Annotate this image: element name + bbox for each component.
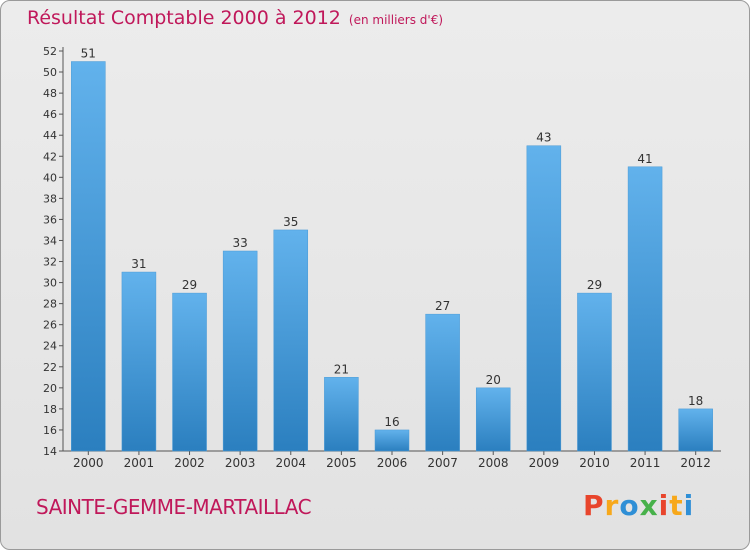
logo-letter: t xyxy=(669,489,684,522)
y-tick-label: 34 xyxy=(43,234,57,247)
bar xyxy=(627,166,663,452)
bar xyxy=(577,292,612,452)
y-tick-label: 16 xyxy=(43,424,57,437)
y-tick-label: 22 xyxy=(43,361,57,374)
x-tick-label: 2006 xyxy=(377,456,408,470)
y-tick-label: 40 xyxy=(43,171,57,184)
data-label: 27 xyxy=(435,299,450,313)
y-tick-label: 50 xyxy=(43,66,57,79)
x-tick-label: 2003 xyxy=(225,456,256,470)
bars xyxy=(71,61,713,452)
y-tick-label: 38 xyxy=(43,192,57,205)
x-tick-label: 2002 xyxy=(174,456,205,470)
y-tick-label: 30 xyxy=(43,277,57,290)
bar xyxy=(172,292,207,452)
bar xyxy=(273,229,309,452)
y-tick-label: 36 xyxy=(43,213,57,226)
unit-note: (en milliers d'€) xyxy=(348,13,444,27)
y-tick-label: 46 xyxy=(43,108,57,121)
x-tick-label: 2005 xyxy=(326,456,357,470)
bar xyxy=(71,61,106,452)
x-tick-label: 2008 xyxy=(478,456,509,470)
y-tick-label: 44 xyxy=(43,129,57,142)
data-label: 51 xyxy=(81,47,96,61)
data-label: 18 xyxy=(688,394,703,408)
proxiti-logo[interactable]: Proxiti xyxy=(583,489,694,522)
data-label: 20 xyxy=(486,373,501,387)
y-tick-label: 32 xyxy=(43,256,57,269)
chart-title: Résultat Comptable 2000 à 2012 (en millie… xyxy=(27,7,443,29)
bar xyxy=(374,429,410,452)
labels: 51 2000 31 2001 29 2002 33 2003 35 2004 21 2005 16 20… xyxy=(73,47,711,470)
x-tick-label: 2004 xyxy=(275,456,306,470)
bar xyxy=(678,408,713,452)
data-label: 33 xyxy=(233,236,248,250)
title-text: Résultat Comptable 2000 à 2012 xyxy=(27,7,341,29)
logo-letter: i xyxy=(683,489,695,522)
data-label: 41 xyxy=(637,152,652,166)
y-tick-label: 52 xyxy=(43,45,57,58)
data-label: 29 xyxy=(182,278,197,292)
y-tick-label: 24 xyxy=(43,340,57,353)
bar xyxy=(324,377,359,452)
y-tick-label: 42 xyxy=(43,150,57,163)
logo-letter: o xyxy=(619,489,640,522)
x-tick-label: 2001 xyxy=(124,456,155,470)
y-tick-label: 48 xyxy=(43,87,57,100)
y-tick-label: 18 xyxy=(43,403,57,416)
y-tick-label: 28 xyxy=(43,298,57,311)
x-tick-label: 2009 xyxy=(529,456,560,470)
logo-letter: i xyxy=(658,489,670,522)
data-label: 29 xyxy=(587,278,602,292)
x-tick-label: 2007 xyxy=(427,456,458,470)
data-label: 43 xyxy=(536,131,551,145)
bar xyxy=(121,271,157,452)
y-tick-label: 26 xyxy=(43,319,57,332)
x-tick-label: 2012 xyxy=(680,456,711,470)
logo-letter: x xyxy=(639,489,659,522)
logo-letter: r xyxy=(604,489,620,522)
bar xyxy=(526,145,562,452)
data-label: 35 xyxy=(283,215,298,229)
data-label: 31 xyxy=(131,257,146,271)
data-label: 16 xyxy=(384,415,399,429)
bar xyxy=(222,250,258,452)
x-tick-label: 2000 xyxy=(73,456,104,470)
y-tick-label: 14 xyxy=(43,445,57,458)
x-tick-label: 2010 xyxy=(579,456,610,470)
x-tick-label: 2011 xyxy=(630,456,661,470)
data-label: 21 xyxy=(334,362,349,376)
bar xyxy=(475,387,511,452)
bar xyxy=(425,313,460,452)
commune-name: SAINTE-GEMME-MARTAILLAC xyxy=(36,495,312,519)
y-tick-label: 20 xyxy=(43,382,57,395)
logo-letter: P xyxy=(583,489,605,522)
